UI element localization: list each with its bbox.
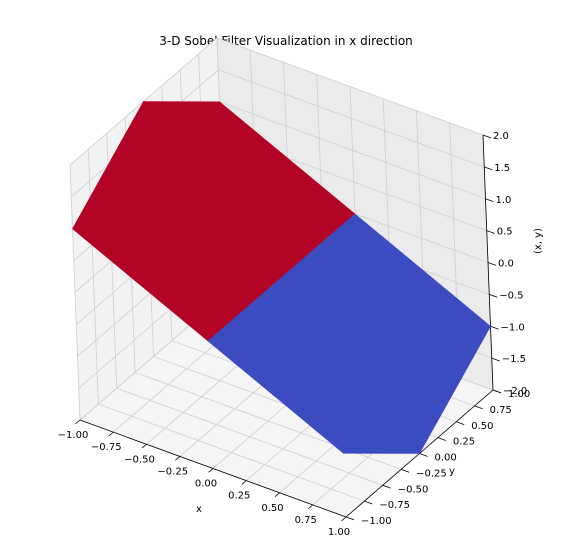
x-tick-label: 1.00 — [328, 527, 350, 538]
y-tick-label: 0.00 — [435, 453, 457, 464]
z-tick-mark — [482, 134, 492, 139]
x-tick-label: 0.50 — [261, 503, 283, 514]
grid-line — [216, 37, 484, 136]
z-tick-mark — [491, 357, 500, 362]
z-tick-mark — [486, 230, 495, 234]
z-tick-mark — [487, 262, 497, 266]
x-tick-mark — [175, 456, 181, 461]
z-tick-mark — [484, 166, 493, 171]
y-tick-label: 1.00 — [508, 389, 530, 400]
y-tick-label: 0.50 — [471, 421, 493, 432]
y-tick-label: −0.25 — [416, 468, 447, 479]
y-tick-mark — [400, 468, 410, 473]
y-tick-label: −0.75 — [379, 500, 410, 511]
y-tick-label: −1.00 — [361, 516, 392, 527]
z-tick-label: −1.0 — [501, 322, 525, 333]
z-tick-mark — [489, 293, 498, 298]
x-tick-label: −0.50 — [124, 454, 155, 465]
y-tick-mark — [345, 516, 355, 521]
x-tick-mark — [141, 443, 147, 449]
y-tick-mark — [382, 484, 391, 489]
z-axis-label: (x, y) — [533, 228, 544, 254]
y-tick-mark — [437, 437, 446, 441]
y-tick-mark — [474, 405, 483, 410]
z-tick-label: 2.0 — [493, 131, 509, 142]
y-tick-label: 0.75 — [490, 405, 512, 416]
x-tick-label: −0.75 — [91, 442, 122, 453]
z-tick-mark — [485, 198, 494, 203]
z-tick-label: 1.5 — [494, 163, 510, 174]
z-tick-label: −0.5 — [499, 290, 523, 301]
x-axis-label: x — [196, 504, 202, 515]
z-tick-label: 0.0 — [498, 259, 514, 270]
surface — [72, 100, 491, 455]
x-tick-mark — [341, 516, 347, 522]
z-tick-label: 1.0 — [496, 195, 512, 206]
chart-title: 3-D Sobel Filter Visualization in x dire… — [159, 34, 413, 48]
x-tick-mark — [241, 480, 247, 485]
grid-line — [219, 101, 486, 200]
y-tick-label: 0.25 — [453, 437, 475, 448]
x-tick-label: 0.00 — [195, 479, 217, 490]
y-tick-mark — [456, 421, 465, 426]
x-tick-mark — [108, 431, 114, 437]
y-tick-mark — [419, 453, 428, 457]
z-tick-label: −2.0 — [503, 386, 527, 397]
x-tick-mark — [75, 419, 81, 425]
x-tick-mark — [274, 492, 280, 497]
grid-line — [218, 69, 485, 168]
z-tick-label: 0.5 — [497, 227, 513, 238]
x-tick-mark — [208, 468, 214, 473]
z-tick-mark — [490, 325, 499, 330]
z-tick-mark — [492, 389, 502, 394]
y-axis-label: y — [449, 466, 455, 477]
x-tick-label: 0.25 — [228, 491, 250, 502]
x-tick-label: −1.00 — [58, 430, 89, 441]
y-tick-label: −0.50 — [398, 484, 429, 495]
x-tick-label: −0.25 — [157, 466, 188, 477]
x-tick-label: 0.75 — [295, 515, 317, 526]
tick-labels: −1.00−0.75−0.50−0.250.000.250.500.751.00… — [58, 131, 531, 538]
x-tick-mark — [308, 504, 314, 509]
y-tick-mark — [364, 500, 373, 505]
z-tick-label: −1.5 — [502, 354, 526, 365]
